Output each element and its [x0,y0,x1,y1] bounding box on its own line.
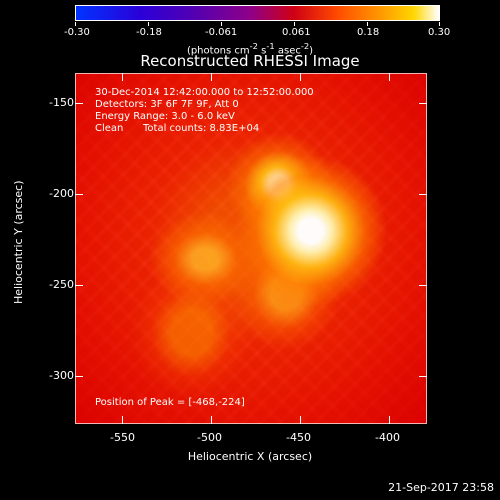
total-counts-text: Total counts: 8.83E+04 [143,123,260,134]
colorbar-tick [148,22,149,26]
y-tick-label: -300 [49,369,74,382]
colorbar-tick [221,22,222,26]
x-axis-label: Heliocentric X (arcsec) [187,450,313,463]
x-tick-label: -450 [286,431,311,444]
y-axis-tick-right [419,103,427,104]
x-axis-tick-top [300,73,301,81]
units-base: (photons cm [186,45,250,57]
y-axis-tick-right [419,285,427,286]
colorbar-tick-label: -0.061 [205,27,238,38]
y-axis-tick-right [419,194,427,195]
colorbar [75,5,440,21]
y-tick-label: -250 [49,278,74,291]
rhessi-image [75,73,427,424]
y-axis-tick [75,285,83,286]
x-tick-label: -400 [375,431,400,444]
units-exponent-3: -2 [300,41,310,51]
units-end: ) [309,45,314,57]
clean-text: Clean [95,123,124,134]
y-axis-tick [75,103,83,104]
image-title: Reconstructed RHESSI Image [140,52,360,70]
x-axis-tick [211,416,212,424]
colorbar-units: (photons cm-2 s-1 asec-2) [0,40,500,57]
units-exponent-2: -1 [266,41,275,51]
y-axis-tick [75,194,83,195]
x-axis-tick [122,416,123,424]
y-tick-label: -150 [49,96,74,109]
colorbar-tick-label: 0.061 [282,27,311,38]
peak-position-text: Position of Peak = [-468,-224] [95,397,245,408]
y-axis-label: Heliocentric Y (arcsec) [12,180,25,304]
units-exponent-1: -2 [249,41,258,51]
colorbar-tick-label: -0.30 [64,27,90,38]
time-range-text: 30-Dec-2014 12:42:00.000 to 12:52:00.000 [95,87,314,98]
x-axis-tick-top [211,73,212,81]
x-tick-label: -550 [110,431,135,444]
colorbar-tick [75,22,76,26]
colorbar-tick-label: 0.30 [428,27,451,38]
footer-timestamp: 21-Sep-2017 23:58 [388,481,494,494]
x-tick-label: -500 [197,431,222,444]
y-axis-tick [75,376,83,377]
y-axis-tick-right [419,376,427,377]
units-mid-2: asec [274,45,301,57]
units-mid-1: s [257,45,267,57]
colorbar-tick [439,22,440,26]
colorbar-tick [294,22,295,26]
detectors-text: Detectors: 3F 6F 7F 9F, Att 0 [95,99,239,110]
colorbar-tick-label: 0.18 [357,27,380,38]
colorbar-tick [367,22,368,26]
x-axis-tick [389,416,390,424]
x-axis-tick [300,416,301,424]
x-axis-tick-top [389,73,390,81]
x-axis-tick-top [122,73,123,81]
energy-range-text: Energy Range: 3.0 - 6.0 keV [95,111,235,122]
colorbar-tick-label: -0.18 [136,27,162,38]
y-tick-label: -200 [49,187,74,200]
